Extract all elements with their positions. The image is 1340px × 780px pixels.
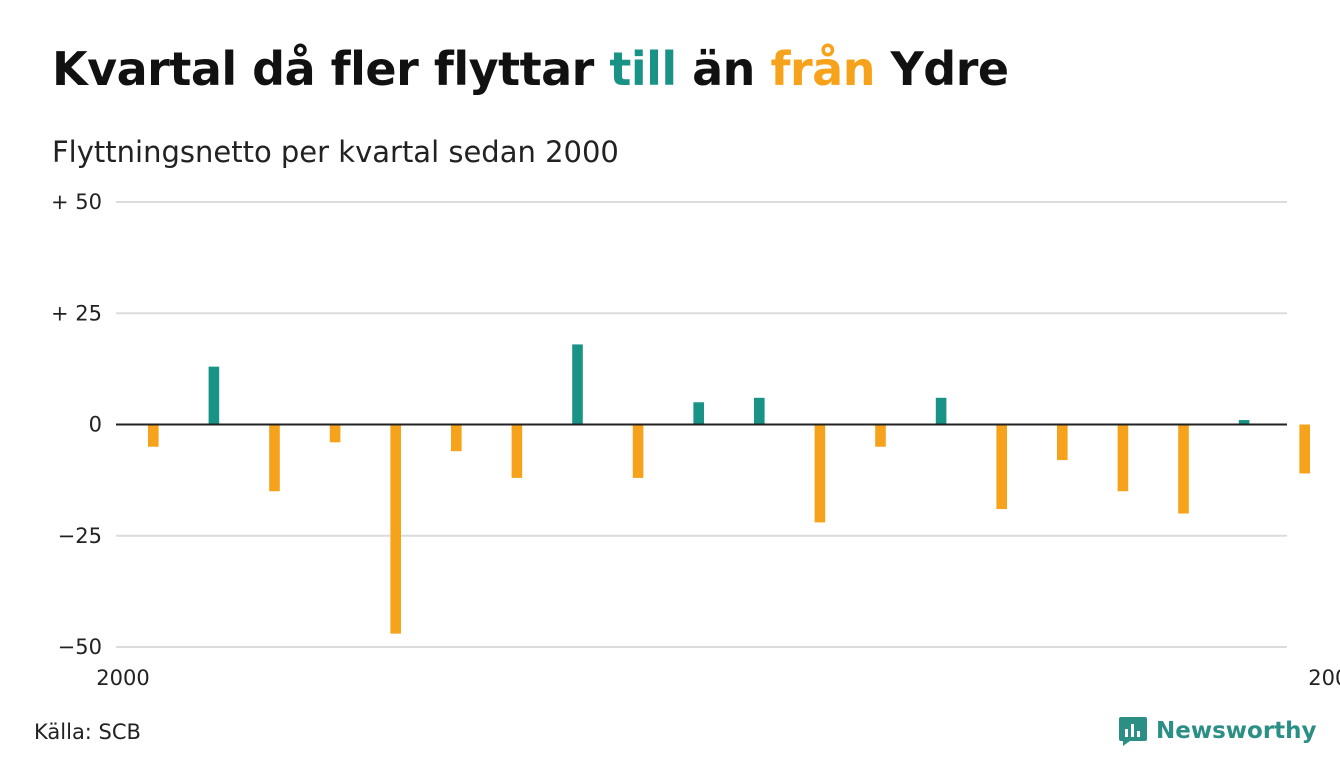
bar [814,424,826,523]
title-part2: än [676,42,771,96]
title-highlight-in: till [609,42,677,96]
chart-subtitle: Flyttningsnetto per kvartal sedan 2000 [52,135,619,169]
bar [996,424,1007,510]
y-tick-label: 0 [89,413,102,437]
bar [269,424,280,492]
bar [1178,424,1189,514]
bar [390,424,401,634]
bars [148,344,1310,634]
bar [875,424,886,447]
bar [935,397,947,425]
y-tick-label: + 25 [51,301,102,325]
bar [1057,424,1068,461]
bar [693,402,704,425]
axes: + 50+ 250−25−5020002005201020152020 [51,190,1340,690]
x-tick-label: 2005 [1308,666,1340,690]
y-tick-label: + 50 [51,190,102,214]
title-highlight-out: från [770,42,875,96]
brand-logo[interactable]: Newsworthy [1118,715,1317,747]
newsworthy-logo-icon [1119,717,1147,746]
bar [329,424,341,443]
brand-name: Newsworthy [1156,718,1317,744]
title-part1: Kvartal då fler flyttar [52,42,610,96]
y-tick-label: −50 [58,635,102,659]
bar [1117,424,1129,492]
bar [148,424,159,447]
gridlines [116,201,1287,648]
title-part3: Ydre [874,42,1009,96]
bar [208,366,220,425]
y-tick-label: −25 [58,524,102,548]
bar [1238,420,1250,425]
bar [451,424,462,452]
bar [632,424,644,478]
chart-title: Kvartal då fler flyttar till än från Ydr… [52,42,1009,96]
x-tick-label: 2000 [96,666,149,690]
bar [754,397,765,425]
bar [572,344,583,425]
bar [1299,424,1310,474]
source-note: Källa: SCB [34,720,141,744]
bar [511,424,523,478]
